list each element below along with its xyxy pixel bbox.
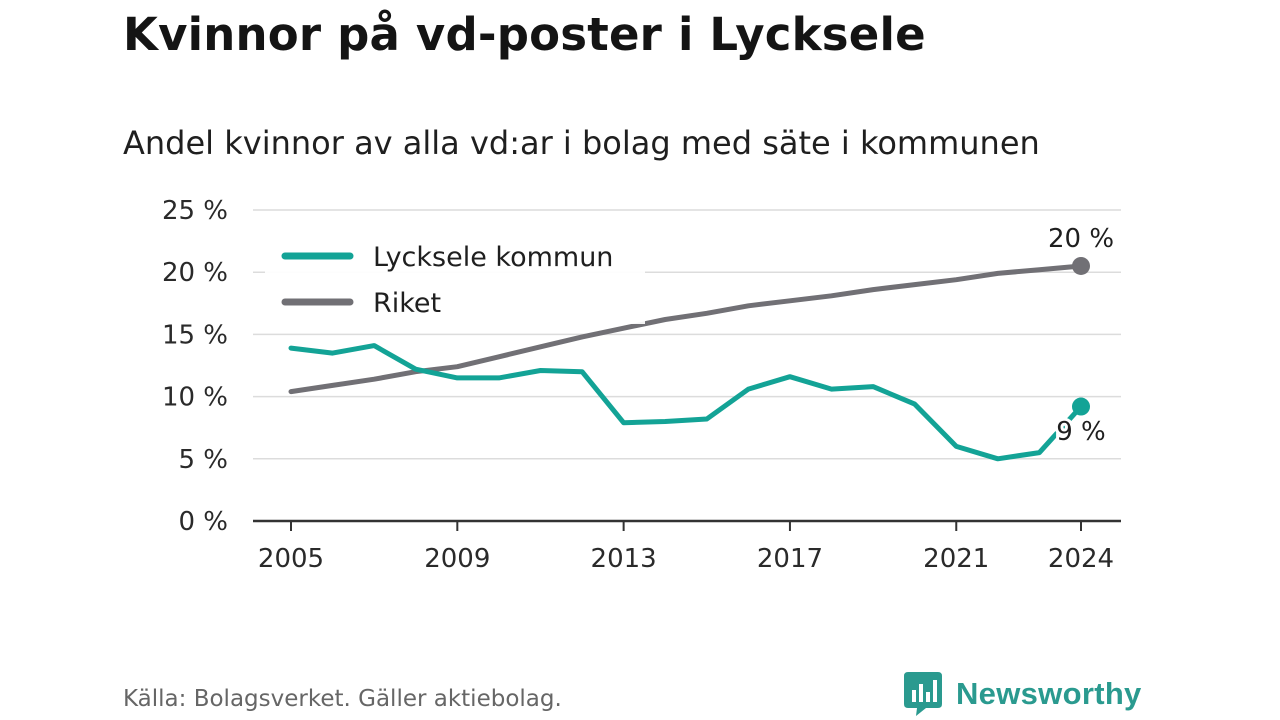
y-tick-label: 20 % <box>162 258 228 288</box>
x-tick-label: 2017 <box>757 544 823 574</box>
x-tick-label: 2005 <box>258 544 324 574</box>
y-tick-label: 0 % <box>178 507 228 537</box>
legend-label: Lycksele kommun <box>373 242 613 273</box>
legend: Lycksele kommun Riket <box>265 228 645 324</box>
x-tick-label: 2021 <box>923 544 989 574</box>
end-label-lycksele: 9 % <box>1056 417 1106 447</box>
series-end-dot-lycksele <box>1072 397 1090 416</box>
x-tick-label: 2024 <box>1048 544 1114 574</box>
y-axis-ticks: 0 % 5 % 10 % 15 % 20 % 25 % <box>162 196 228 537</box>
series-end-dot-riket <box>1072 256 1090 275</box>
brand-logo: Newsworthy <box>904 672 1142 716</box>
y-tick-label: 5 % <box>178 445 228 475</box>
x-axis: 2005 2009 2013 2017 2021 2024 <box>253 519 1121 574</box>
y-tick-label: 25 % <box>162 196 228 226</box>
data-series <box>288 256 1090 462</box>
x-tick-label: 2009 <box>424 544 490 574</box>
newsworthy-logo-icon <box>904 672 942 716</box>
x-tick-label: 2013 <box>591 544 657 574</box>
chart-subtitle: Andel kvinnor av alla vd:ar i bolag med … <box>123 124 1040 162</box>
legend-background <box>265 228 645 324</box>
series-line-lycksele <box>288 343 1084 462</box>
line-chart: 0 %5 %10 %15 %20 %25 % 2005 2009 2013 2017 2… <box>162 196 1121 574</box>
y-tick-label: 10 % <box>162 383 228 413</box>
chart-title: Kvinnor på vd-poster i Lycksele <box>123 8 926 61</box>
y-tick-label: 15 % <box>162 320 228 350</box>
brand-name: Newsworthy <box>956 676 1142 711</box>
source-note: Källa: Bolagsverket. Gäller aktiebolag. <box>123 686 562 712</box>
end-label-riket: 20 % <box>1048 224 1114 254</box>
legend-label: Riket <box>373 288 441 319</box>
end-labels: 20 % 9 % <box>1048 224 1114 450</box>
